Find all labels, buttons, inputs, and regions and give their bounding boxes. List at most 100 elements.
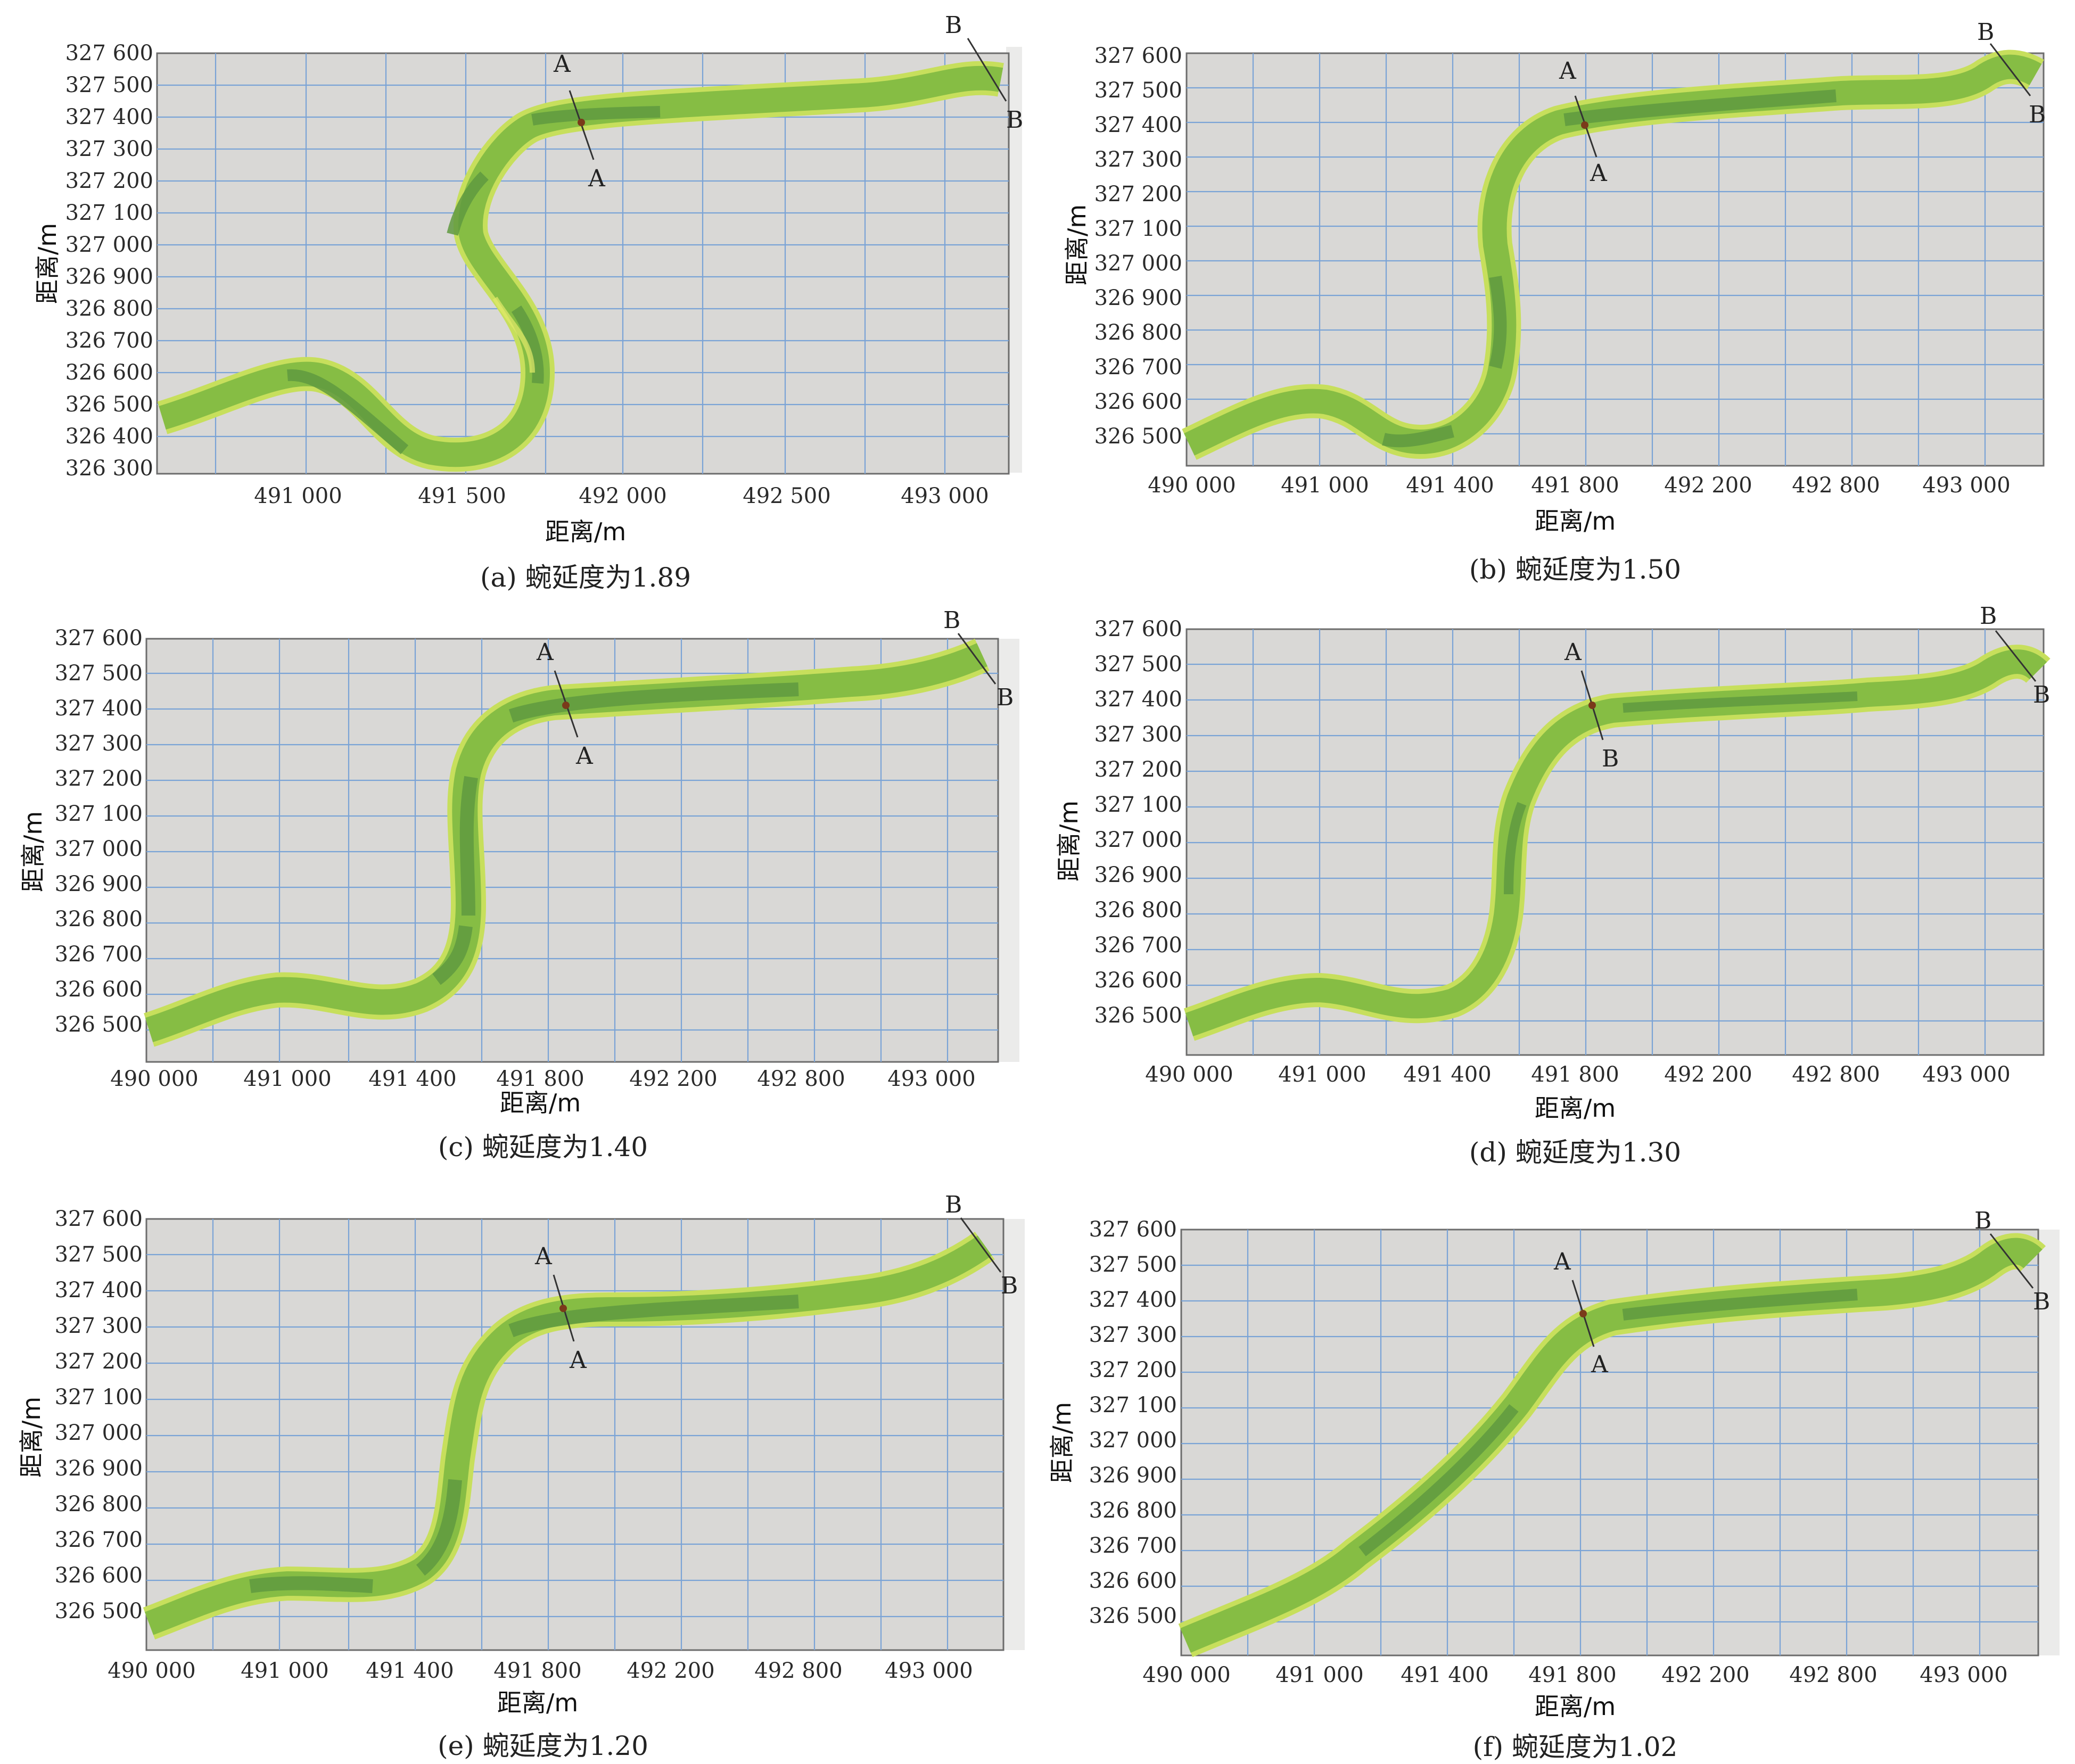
x-tick-label: 492 800 (1789, 1663, 1877, 1687)
x-tick-label: 491 400 (1403, 1062, 1491, 1087)
grid (1187, 53, 2044, 466)
section-b-top-label: B (945, 12, 962, 39)
section-b-bottom-label: B (2033, 681, 2050, 708)
y-tick-label: 326 500 (65, 392, 153, 417)
y-tick-label: 327 000 (1094, 251, 1182, 276)
y-tick-label: 327 300 (65, 137, 153, 161)
x-tick-label: 491 800 (1531, 1062, 1619, 1087)
river-channel (144, 638, 990, 1047)
x-tick-label: 493 000 (1922, 1062, 2010, 1087)
section-a-top-label: A (536, 639, 554, 666)
section-a-bottom-label: A (575, 743, 594, 770)
section-b-bottom-label: B (2033, 1288, 2050, 1315)
y-tick-label: 327 100 (1094, 217, 1182, 241)
x-tick-label: 492 200 (1664, 1062, 1752, 1087)
y-tick-label: 327 500 (65, 73, 153, 97)
y-tick-label: 327 300 (1094, 147, 1182, 172)
section-a-bottom-label: A (569, 1347, 587, 1374)
section-a-top-label: A (1553, 1248, 1571, 1275)
y-tick-label: 326 700 (55, 942, 143, 967)
x-tick-label: 493 000 (901, 484, 989, 508)
x-tick-label: 493 000 (887, 1067, 975, 1091)
section-a: A A (553, 51, 606, 192)
section-b-bottom-label: B (1006, 106, 1023, 134)
side-strip (2036, 1230, 2060, 1655)
river-channel (157, 61, 1004, 472)
x-tick-label: 490 000 (1148, 473, 1236, 498)
y-tick-label: 326 500 (55, 1599, 143, 1623)
section-b: B B (1980, 603, 2050, 708)
y-tick-label: 326 600 (65, 360, 153, 385)
y-tick-label: 327 000 (55, 1421, 143, 1445)
panel-caption: (f) 蜿延度为1.02 (1472, 1732, 1678, 1762)
section-a-top-label: A (1564, 639, 1582, 666)
section-a-bottom-label: A (1591, 1351, 1609, 1378)
panel-a-svg: A A B B 327 600 327 500 327 400 327 300 … (33, 12, 1023, 546)
section-b-top-label: B (943, 607, 960, 634)
x-tick-label: 491 800 (493, 1659, 581, 1683)
y-tick-label: 326 800 (1094, 320, 1182, 345)
y-tick-label: 327 600 (1094, 617, 1182, 641)
x-axis-title: 距离/m (497, 1688, 578, 1717)
y-tick-label: 327 300 (55, 1314, 143, 1338)
y-tick-label: 326 700 (1094, 355, 1182, 380)
y-ticks: 327 600 327 500 327 400 327 300 327 200 … (1089, 1217, 1177, 1628)
x-tick-label: 491 000 (243, 1067, 331, 1091)
section-a: A A (534, 1243, 587, 1374)
panel-caption: (e) 蜿延度为1.20 (438, 1730, 648, 1761)
section-b: B B (945, 12, 1023, 134)
y-tick-label: 326 600 (1089, 1569, 1177, 1593)
y-tick-label: 327 000 (1094, 828, 1182, 852)
panel-b-svg: A A B B 327 600 327 500 327 400 327 300 … (1063, 19, 2046, 535)
x-tick-label: 491 800 (1531, 473, 1619, 498)
x-tick-label: 493 000 (885, 1659, 973, 1683)
y-tick-label: 327 200 (65, 169, 153, 193)
section-b-top-label: B (1980, 603, 1997, 630)
x-tick-label: 491 400 (1401, 1663, 1488, 1687)
x-axis-title: 距离/m (1535, 507, 1616, 535)
x-tick-label: 492 800 (1792, 473, 1880, 498)
y-tick-label: 327 300 (55, 731, 143, 756)
y-tick-label: 326 300 (65, 456, 153, 481)
section-b: B B (1977, 19, 2046, 128)
panel-d-svg: A B B B 327 600 327 500 327 400 327 300 … (1055, 603, 2051, 1123)
x-tick-label: 492 200 (1664, 473, 1752, 498)
y-tick-label: 327 100 (55, 802, 143, 826)
x-ticks: 491 000 491 500 492 000 492 500 493 000 (254, 484, 989, 508)
x-axis-title: 距离/m (1535, 1094, 1616, 1123)
y-tick-label: 326 800 (65, 296, 153, 321)
river-channel (1182, 50, 2044, 460)
y-tick-label: 327 600 (1094, 44, 1182, 68)
section-b-bottom-label: B (2029, 101, 2046, 128)
panel-d: A B B B 327 600 327 500 327 400 327 300 … (1038, 596, 2075, 1182)
section-a: A A (536, 639, 594, 770)
section-a-top-label: A (1559, 57, 1577, 85)
panel-caption: (c) 蜿延度为1.40 (438, 1132, 648, 1163)
y-tick-label: 326 700 (65, 328, 153, 353)
section-a: A B (1564, 639, 1619, 772)
y-axis-title: 距离/m (33, 223, 62, 304)
section-b: B B (945, 1191, 1018, 1299)
section-a-bottom-label: B (1602, 745, 1619, 772)
x-tick-label: 490 000 (1142, 1663, 1230, 1687)
panel-caption: (d) 蜿延度为1.30 (1469, 1137, 1682, 1168)
y-tick-label: 326 700 (55, 1528, 143, 1552)
panel-c-svg: A A B B 327 600 327 500 327 400 327 300 … (19, 607, 1019, 1117)
y-tick-label: 327 200 (55, 1349, 143, 1374)
y-tick-label: 327 300 (1089, 1323, 1177, 1347)
panel-e-svg: A A B B 327 600 327 500 327 400 327 300 … (17, 1191, 1025, 1717)
section-b-top-label: B (1974, 1207, 1991, 1234)
x-tick-label: 491 000 (1275, 1663, 1363, 1687)
y-ticks: 327 600 327 500 327 400 327 300 327 200 … (1094, 44, 1182, 449)
y-tick-label: 327 500 (55, 661, 143, 686)
x-tick-label: 492 800 (754, 1659, 842, 1683)
x-tick-label: 491 800 (496, 1067, 584, 1091)
x-tick-label: 491 400 (366, 1659, 454, 1683)
x-ticks: 490 000 491 000 491 400 491 800 492 200 … (1145, 1062, 2010, 1087)
x-tick-label: 490 000 (110, 1067, 198, 1091)
section-a: A A (1559, 57, 1608, 187)
y-tick-label: 326 600 (1094, 390, 1182, 414)
y-tick-label: 327 200 (1094, 182, 1182, 207)
y-tick-label: 327 400 (1094, 687, 1182, 712)
y-tick-label: 326 500 (1089, 1604, 1177, 1628)
